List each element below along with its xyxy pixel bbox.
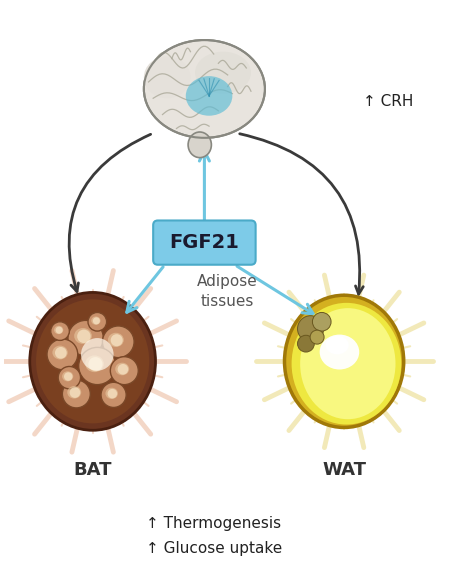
Text: Adipose
tissues: Adipose tissues xyxy=(197,274,258,309)
Ellipse shape xyxy=(115,363,129,375)
Circle shape xyxy=(108,389,117,398)
Circle shape xyxy=(310,330,324,344)
Ellipse shape xyxy=(144,57,191,99)
Circle shape xyxy=(58,367,81,389)
Ellipse shape xyxy=(62,371,73,381)
Ellipse shape xyxy=(53,346,68,360)
Circle shape xyxy=(110,357,138,385)
Circle shape xyxy=(93,317,100,324)
Ellipse shape xyxy=(85,356,104,372)
Circle shape xyxy=(70,387,80,398)
Ellipse shape xyxy=(292,303,401,424)
Ellipse shape xyxy=(300,308,395,419)
Ellipse shape xyxy=(67,386,81,399)
Circle shape xyxy=(102,326,134,357)
Text: ↑ Thermogenesis: ↑ Thermogenesis xyxy=(146,516,281,531)
Circle shape xyxy=(110,334,123,346)
Ellipse shape xyxy=(195,52,251,94)
Circle shape xyxy=(55,347,67,359)
Text: BAT: BAT xyxy=(73,462,112,479)
Circle shape xyxy=(88,357,102,371)
Circle shape xyxy=(312,312,331,331)
Ellipse shape xyxy=(188,132,211,157)
Ellipse shape xyxy=(74,328,92,344)
Text: WAT: WAT xyxy=(322,462,366,479)
Circle shape xyxy=(77,329,91,343)
Circle shape xyxy=(88,312,107,331)
Circle shape xyxy=(298,335,314,352)
Circle shape xyxy=(55,326,63,333)
Ellipse shape xyxy=(326,336,349,354)
Ellipse shape xyxy=(36,299,149,423)
Ellipse shape xyxy=(30,293,155,430)
Ellipse shape xyxy=(284,295,404,427)
Circle shape xyxy=(63,380,91,408)
Circle shape xyxy=(79,347,116,385)
Text: ↑ Glucose uptake: ↑ Glucose uptake xyxy=(146,541,282,556)
Ellipse shape xyxy=(105,388,118,399)
Circle shape xyxy=(47,339,78,370)
Circle shape xyxy=(64,373,73,381)
Ellipse shape xyxy=(144,40,265,138)
Circle shape xyxy=(101,382,126,408)
FancyBboxPatch shape xyxy=(153,220,255,265)
Ellipse shape xyxy=(319,335,359,370)
Text: FGF21: FGF21 xyxy=(170,233,239,252)
Circle shape xyxy=(298,316,324,342)
Ellipse shape xyxy=(108,333,124,347)
Ellipse shape xyxy=(54,326,64,334)
Ellipse shape xyxy=(186,76,232,115)
Ellipse shape xyxy=(91,317,100,325)
Circle shape xyxy=(118,364,128,374)
Text: ↑ CRH: ↑ CRH xyxy=(363,94,413,109)
Circle shape xyxy=(68,321,103,356)
Circle shape xyxy=(51,322,69,340)
Ellipse shape xyxy=(81,338,114,371)
